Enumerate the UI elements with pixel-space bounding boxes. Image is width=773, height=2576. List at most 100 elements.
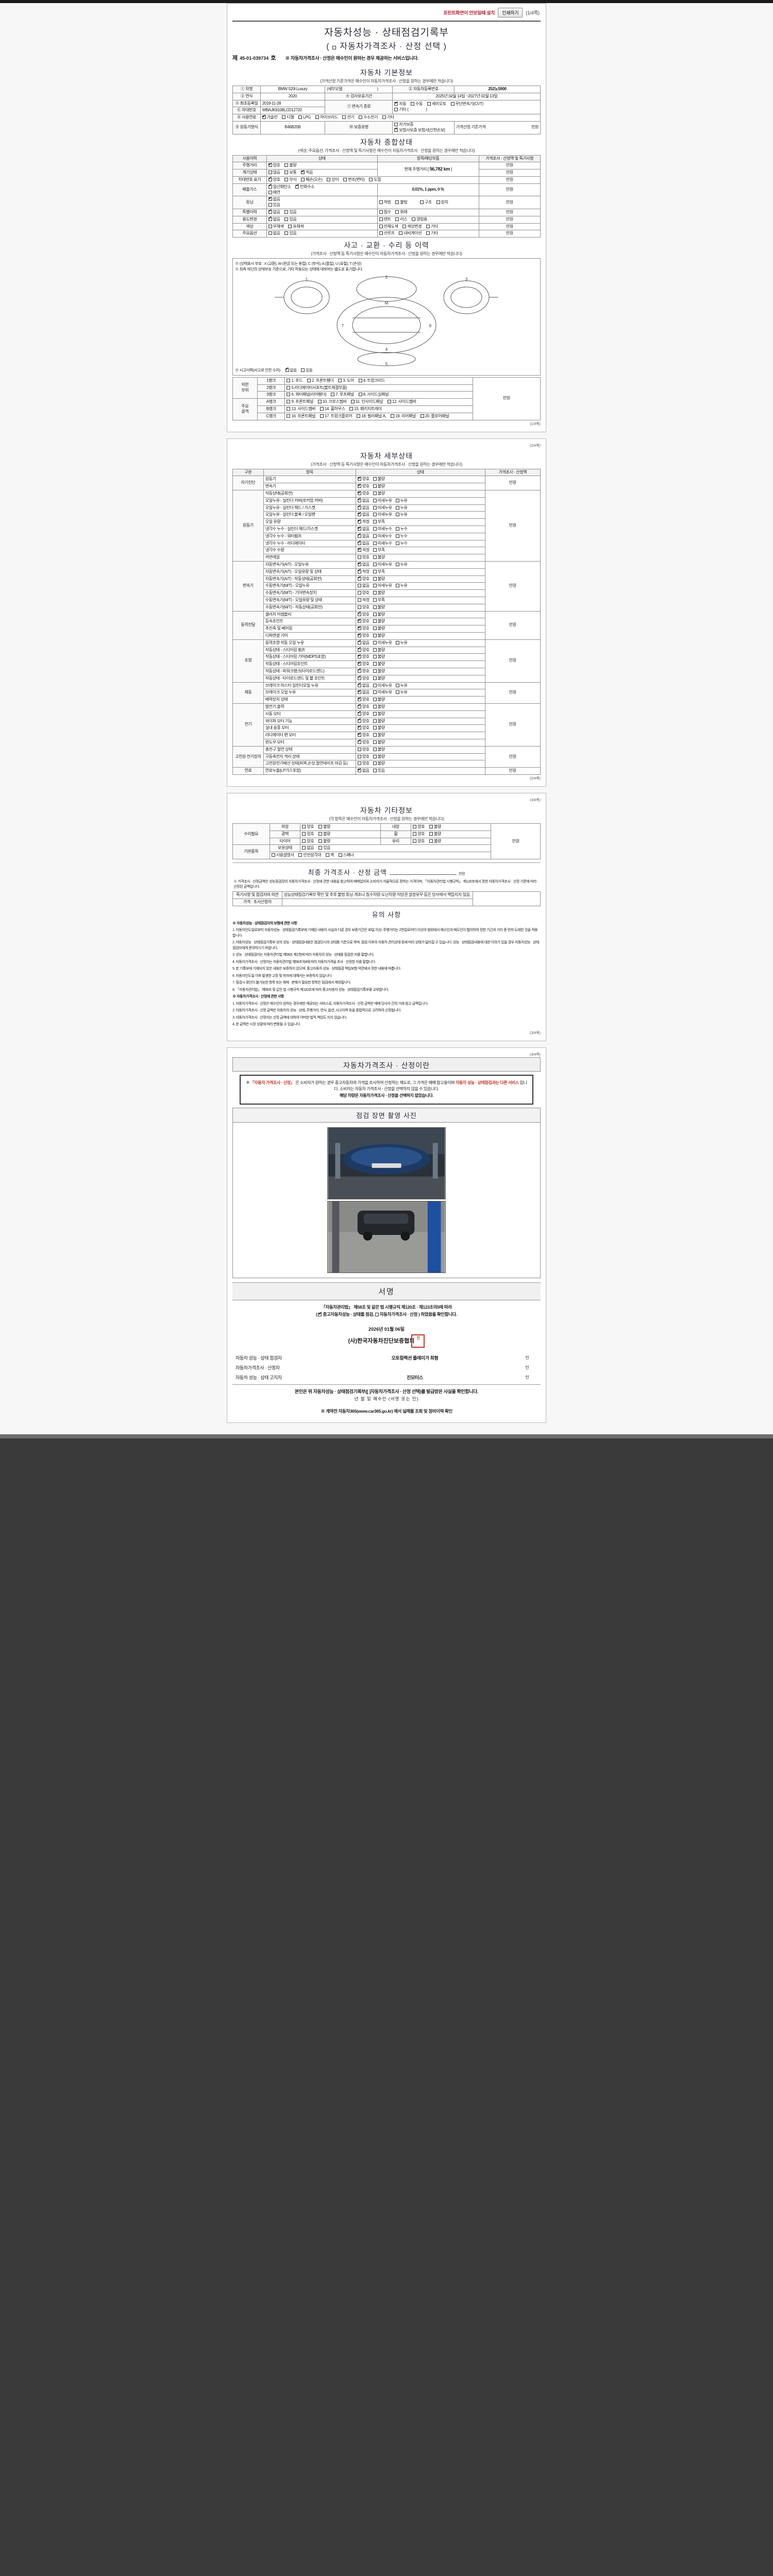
detail-opt-8-0-0[interactable]: 없음 (357, 768, 369, 774)
checkbox-icon[interactable] (357, 497, 361, 502)
trans-opt-1[interactable]: 수동 (411, 101, 423, 107)
checkbox-icon[interactable] (450, 102, 455, 106)
checkbox-icon[interactable] (357, 519, 361, 524)
detail-opt-1-3-1[interactable]: 미세누유 (373, 512, 392, 518)
checkbox-icon[interactable] (395, 217, 399, 221)
checkbox-icon[interactable] (295, 183, 299, 189)
detail-opt-1-2-2[interactable]: 누유 (395, 505, 408, 511)
checkbox-icon[interactable] (357, 689, 361, 694)
checkbox-icon[interactable] (412, 217, 416, 221)
checkbox-icon[interactable] (394, 107, 398, 111)
vin-opt-1[interactable]: 부식 (284, 177, 297, 183)
int-good[interactable]: 양호 (413, 824, 425, 830)
checkbox-icon[interactable] (420, 414, 424, 418)
checkbox-icon[interactable] (357, 605, 361, 609)
checkbox-icon[interactable] (357, 625, 361, 631)
detail-opt-7-0-1[interactable]: 불량 (373, 747, 385, 753)
checkbox-icon[interactable] (357, 584, 361, 588)
checkbox-icon[interactable] (427, 102, 431, 106)
usechange-opt-none[interactable]: 없음 (268, 216, 280, 223)
checkbox-icon[interactable] (373, 662, 377, 666)
detail-opt-3-3-1[interactable]: 불량 (373, 633, 385, 639)
checkbox-icon[interactable] (373, 669, 377, 673)
detail-opt-1-0-1[interactable]: 불량 (373, 491, 385, 497)
detail-opt-4-4-1[interactable]: 불량 (373, 669, 385, 674)
detail-opt-4-5-0[interactable]: 양호 (357, 675, 369, 682)
checkbox-icon[interactable] (373, 754, 377, 758)
checkbox-icon[interactable] (288, 224, 292, 228)
checkbox-icon[interactable] (373, 477, 377, 481)
detail-opt-1-2-0[interactable]: 없음 (357, 504, 369, 511)
vin-opt-3[interactable]: 상이 (327, 177, 339, 183)
checkbox-icon[interactable] (394, 101, 398, 106)
checkbox-icon[interactable] (357, 483, 361, 488)
detail-opt-3-0-0[interactable]: 양호 (357, 611, 369, 618)
grankc-item-1[interactable]: 17. 트렁크플로어 (320, 414, 352, 419)
checkbox-icon[interactable] (395, 584, 399, 588)
usechange-sub1-0[interactable]: 렌트 (379, 217, 391, 223)
checkbox-icon[interactable] (419, 200, 424, 204)
checkbox-icon[interactable] (357, 739, 361, 744)
detail-opt-3-0-1[interactable]: 불량 (373, 612, 385, 618)
checkbox-icon[interactable] (287, 378, 291, 382)
whl-bad[interactable]: 불량 (429, 832, 441, 837)
detail-opt-1-8-0[interactable]: 적정 (357, 547, 369, 553)
checkbox-icon[interactable] (373, 619, 377, 623)
detail-opt-1-3-0[interactable]: 없음 (357, 512, 369, 518)
checkbox-icon[interactable] (373, 698, 377, 702)
checkbox-icon[interactable] (373, 563, 377, 567)
checkbox-icon[interactable] (268, 224, 272, 228)
fuel-opt-1[interactable]: 디젤 (282, 115, 294, 121)
checkbox-icon[interactable] (298, 853, 303, 857)
detail-opt-3-2-0[interactable]: 양호 (357, 625, 369, 632)
checkbox-icon[interactable] (349, 407, 354, 411)
tir-bad[interactable]: 불량 (318, 839, 330, 844)
checkbox-icon[interactable] (373, 591, 377, 595)
checkbox-icon[interactable] (357, 761, 361, 766)
checkbox-icon[interactable] (338, 853, 342, 857)
checkbox-icon[interactable] (301, 170, 305, 175)
rank1-item-2[interactable]: 3. 도어 (338, 378, 354, 384)
checkbox-icon[interactable] (395, 505, 399, 510)
detail-opt-5-0-2[interactable]: 누유 (395, 683, 408, 689)
checkbox-icon[interactable] (357, 476, 361, 481)
checkbox-icon[interactable] (395, 534, 399, 538)
checkbox-icon[interactable] (287, 400, 291, 404)
detail-opt-1-5-1[interactable]: 미세누수 (373, 527, 392, 532)
detail-opt-2-0-1[interactable]: 미세누유 (373, 562, 392, 568)
checkbox-icon[interactable] (373, 505, 377, 510)
detail-opt-1-9-0[interactable]: 양호 (357, 555, 369, 561)
checkbox-icon[interactable] (379, 217, 383, 221)
checkbox-icon[interactable] (338, 378, 342, 382)
checkbox-icon[interactable] (268, 176, 272, 181)
checkbox-icon[interactable] (284, 217, 289, 221)
detail-opt-1-7-2[interactable]: 누수 (395, 541, 408, 547)
checkbox-icon[interactable] (318, 839, 323, 843)
checkbox-icon[interactable] (325, 853, 329, 857)
detail-opt-1-1-2[interactable]: 누유 (395, 498, 408, 504)
checkbox-icon[interactable] (357, 661, 361, 666)
checkbox-icon[interactable] (373, 484, 377, 488)
checkbox-icon[interactable] (426, 231, 430, 235)
detail-opt-3-1-0[interactable]: 양호 (357, 618, 369, 624)
checkbox-icon[interactable] (373, 648, 377, 652)
checkbox-icon[interactable] (373, 747, 377, 751)
checkbox-icon[interactable] (357, 414, 361, 418)
detail-opt-5-1-1[interactable]: 미세누유 (373, 690, 392, 696)
checkbox-icon[interactable] (287, 393, 291, 397)
law-checkbox-1[interactable] (318, 1312, 322, 1317)
basic-item-2[interactable]: 잭 (325, 853, 334, 858)
detail-opt-2-6-1[interactable]: 불량 (373, 605, 385, 611)
checkbox-icon[interactable] (284, 210, 289, 214)
checkbox-icon[interactable] (373, 520, 377, 524)
fuel-opt-0[interactable]: 가솔린 (262, 114, 278, 121)
checkbox-icon[interactable] (357, 504, 361, 510)
checkbox-icon[interactable] (331, 393, 335, 397)
tuning-sub1-0[interactable]: 적법 (379, 200, 391, 206)
checkbox-icon[interactable] (429, 824, 433, 828)
checkbox-icon[interactable] (359, 115, 363, 120)
fuel-opt-6[interactable]: 기타 (382, 115, 394, 121)
checkbox-icon[interactable] (357, 575, 361, 581)
checkbox-icon[interactable] (301, 368, 305, 372)
detail-opt-7-1-1[interactable]: 불량 (373, 754, 385, 760)
